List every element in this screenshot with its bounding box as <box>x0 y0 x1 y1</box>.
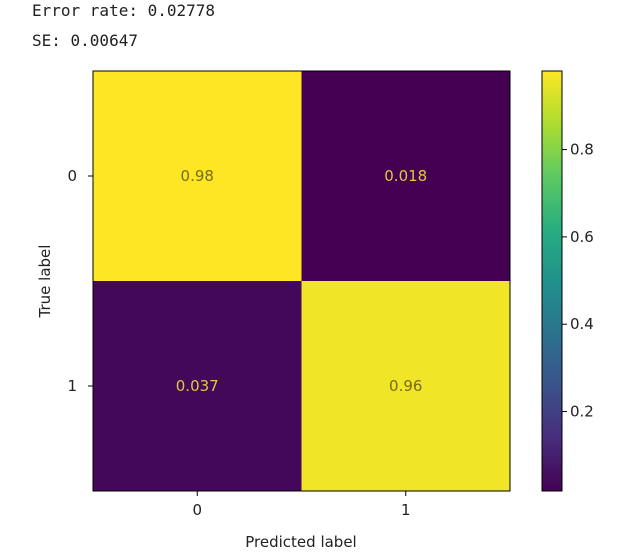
colorbar <box>541 70 563 492</box>
y-tick-label-0: 0 <box>67 167 77 185</box>
cell-value-label-1-1: 0.96 <box>389 377 422 395</box>
cell-value-label-1-0: 0.037 <box>176 377 219 395</box>
colorbar-tick-label-3: 0.8 <box>570 141 594 159</box>
colorbar-tick-label-2: 0.6 <box>570 228 594 246</box>
matrix-cell-0-0 <box>93 71 302 281</box>
error-rate-text: Error rate: 0.02778 <box>32 1 216 20</box>
x-axis-label: Predicted label <box>245 533 356 551</box>
standard-error-text: SE: 0.00647 <box>32 31 138 50</box>
y-tick-label-1: 1 <box>67 377 77 395</box>
matrix-cell-1-1 <box>301 281 510 491</box>
y-axis-label: True label <box>36 245 54 319</box>
colorbar-tick-label-1: 0.4 <box>570 315 594 333</box>
cell-value-label-0-0: 0.98 <box>181 167 214 185</box>
x-tick-label-1: 1 <box>401 501 411 519</box>
matrix-cell-0-1 <box>301 71 510 281</box>
cell-value-label-0-1: 0.018 <box>384 167 427 185</box>
matrix-cell-1-0 <box>93 281 302 491</box>
colorbar-tick-label-0: 0.2 <box>570 403 594 421</box>
x-tick-label-0: 0 <box>192 501 202 519</box>
matrix-frame <box>92 70 511 492</box>
